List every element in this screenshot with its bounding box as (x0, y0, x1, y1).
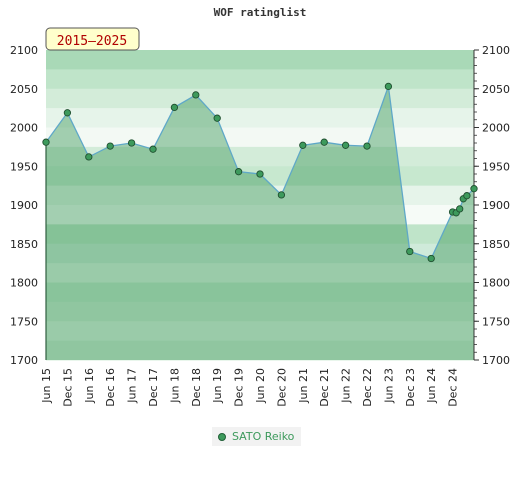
data-point (277, 191, 286, 199)
period-badge-text: 2015–2025 (57, 34, 127, 49)
data-point (384, 82, 393, 91)
data-point (363, 142, 371, 150)
x-tick-label: Dec 22 (361, 368, 374, 407)
background-band (46, 185, 474, 206)
data-point (106, 142, 114, 150)
background-band (46, 205, 474, 225)
background-bands (46, 50, 474, 361)
x-tick-label: Jun 20 (254, 368, 267, 404)
y-tick-label-right: 2000 (482, 122, 510, 135)
y-tick-label-right: 1700 (482, 354, 510, 367)
data-point (406, 247, 414, 256)
data-point (63, 109, 72, 117)
x-tick-label: Dec 23 (404, 368, 417, 407)
y-tick-label-right: 1900 (482, 199, 510, 212)
background-band (46, 243, 474, 264)
data-point (192, 91, 200, 99)
x-tick-label: Jun 17 (126, 368, 139, 404)
x-tick-label: Dec 24 (447, 368, 460, 407)
background-band (46, 224, 474, 245)
data-point (463, 192, 471, 200)
series-area-fill (46, 86, 474, 361)
x-tick-label: Dec 15 (61, 368, 74, 407)
x-tick-label: Dec 17 (147, 368, 160, 407)
data-point (427, 254, 435, 263)
data-point (320, 138, 328, 146)
y-tick-label-left: 1950 (10, 160, 38, 173)
y-tick-label-left: 2100 (10, 44, 38, 57)
x-tick-label: Jun 24 (425, 368, 438, 404)
y-tick-label-left: 1700 (10, 354, 38, 367)
data-point (149, 145, 157, 153)
background-band (46, 282, 474, 303)
y-tick-label-right: 1950 (482, 160, 510, 173)
x-tick-label: Jun 22 (340, 368, 353, 404)
x-tick-label: Dec 19 (233, 368, 246, 407)
data-point (470, 185, 478, 193)
y-tick-label-right: 1800 (482, 277, 510, 290)
legend-label: SATO Reiko (232, 430, 295, 443)
y-tick-label-left: 1750 (10, 315, 38, 328)
background-band (46, 108, 474, 128)
y-tick-label-right: 1750 (482, 315, 510, 328)
data-point (456, 205, 464, 213)
data-point (85, 153, 93, 161)
x-tick-label: Jun 18 (168, 368, 181, 404)
background-band (46, 69, 474, 90)
legend-marker-icon (218, 432, 226, 441)
y-axis-left: 1700 1750 1800 1850 1900 1950 2000 2050 2100 (10, 44, 38, 367)
background-band (46, 50, 474, 70)
y-tick-label-right: 2100 (482, 44, 510, 57)
data-point (256, 170, 264, 178)
chart-title: WOF ratinglist (213, 6, 307, 19)
background-band (46, 321, 474, 342)
y-axis-right: 1700 1750 1800 1850 1900 1950 2000 2050 2100 (473, 44, 510, 367)
data-point (42, 138, 50, 146)
period-badge-box (45, 27, 140, 51)
data-point (170, 103, 179, 112)
background-band (46, 340, 474, 361)
x-tick-label: Jun 16 (83, 368, 96, 404)
y-tick-label-left: 2000 (10, 122, 38, 135)
data-point (213, 114, 221, 122)
y-tick-label-left: 1800 (10, 277, 38, 290)
y-tick-label-left: 2050 (10, 83, 38, 96)
background-band (46, 301, 474, 322)
x-axis: Jun 15 Dec 15 Jun 16 Dec 16 Jun 17 Dec 17 Jun … (40, 368, 460, 407)
y-tick-label-right: 1850 (482, 238, 510, 251)
y-tick-label-left: 1850 (10, 238, 38, 251)
x-tick-label: Dec 21 (318, 368, 331, 407)
y-tick-label-right: 2050 (482, 83, 510, 96)
data-point (127, 139, 136, 147)
x-tick-label: Dec 20 (275, 368, 288, 407)
y-tick-label-left: 1900 (10, 199, 38, 212)
x-tick-label: Dec 16 (104, 368, 117, 407)
data-point (234, 168, 243, 176)
data-point (299, 141, 307, 149)
series-points (42, 82, 478, 263)
period-badge: 2015–2025 (45, 27, 140, 51)
legend: SATO Reiko (212, 427, 302, 446)
x-tick-label: Jun 23 (382, 368, 395, 404)
x-tick-label: Jun 15 (40, 368, 53, 404)
background-band (46, 88, 474, 109)
x-tick-label: Jun 19 (211, 368, 224, 404)
background-band (46, 127, 474, 148)
data-point (341, 141, 350, 149)
x-tick-label: Dec 18 (190, 368, 203, 407)
background-band (46, 263, 474, 283)
x-tick-label: Jun 21 (297, 368, 310, 404)
